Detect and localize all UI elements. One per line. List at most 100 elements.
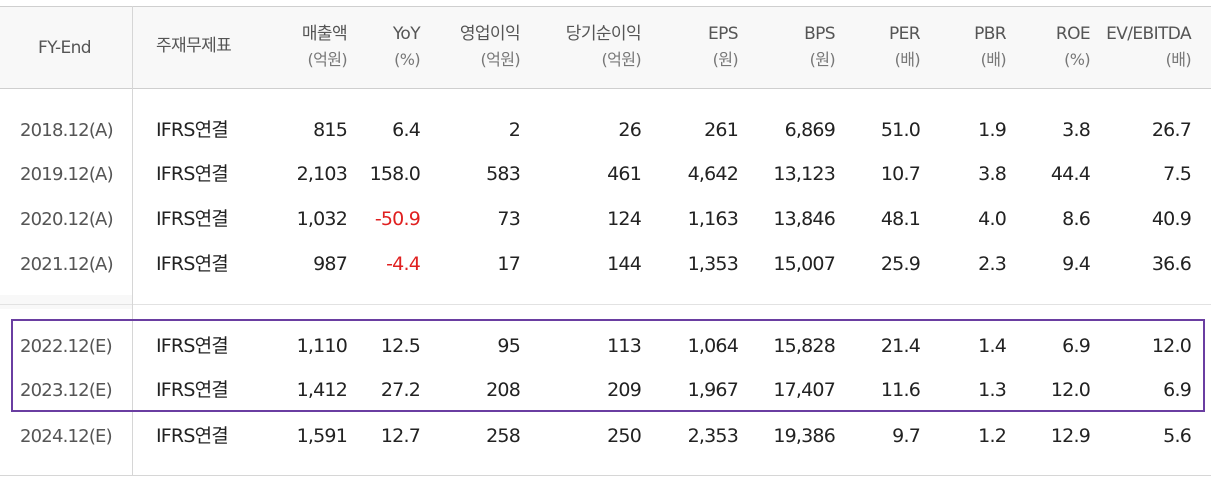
header-roe: ROE (%) — [1055, 21, 1091, 73]
cell-pbr: 1.2 — [978, 425, 1007, 447]
header-unit: (억원) — [601, 50, 641, 69]
cell-revenue: 1,591 — [296, 425, 348, 447]
header-unit: (%) — [394, 50, 420, 69]
cell-fy: 2024.12(E) — [20, 426, 113, 447]
header-unit: (배) — [1165, 50, 1192, 69]
header-per: PER (배) — [889, 21, 921, 73]
header-label: 매출액 — [301, 24, 348, 44]
cell-bps: 13,123 — [773, 163, 835, 185]
table-row: 2024.12(E) IFRS연결 1,591 12.7 258 250 2,353 19,3… — [0, 414, 1211, 459]
cell-ev-ebitda: 7.5 — [1163, 163, 1192, 185]
cell-yoy: 6.4 — [392, 119, 421, 141]
header-net-income: 당기순이익 (억원) — [565, 21, 642, 73]
cell-roe: 9.4 — [1062, 253, 1091, 275]
header-unit: (%) — [1064, 50, 1090, 69]
cell-revenue: 1,110 — [296, 335, 348, 357]
cell-pbr: 1.4 — [978, 335, 1007, 357]
header-unit: (원) — [809, 50, 836, 69]
cell-per: 51.0 — [880, 119, 921, 141]
cell-ev-ebitda: 26.7 — [1151, 119, 1192, 141]
cell-ev-ebitda: 12.0 — [1151, 335, 1192, 357]
cell-per: 11.6 — [880, 379, 921, 401]
header-pbr: PBR (배) — [974, 21, 1007, 73]
cell-per: 10.7 — [880, 163, 921, 185]
header-label: EV/EBITDA — [1106, 24, 1192, 44]
cell-roe: 44.4 — [1050, 163, 1091, 185]
cell-basis: IFRS연결 — [156, 425, 229, 447]
cell-bps: 13,846 — [773, 208, 835, 230]
cell-revenue: 987 — [313, 253, 348, 275]
cell-roe: 12.9 — [1050, 425, 1091, 447]
cell-ev-ebitda: 6.9 — [1163, 379, 1192, 401]
cell-op-income: 583 — [486, 163, 521, 185]
cell-net-income: 144 — [607, 253, 642, 275]
cell-pbr: 2.3 — [978, 253, 1007, 275]
cell-fy: 2020.12(A) — [20, 209, 114, 230]
cell-pbr: 4.0 — [978, 208, 1007, 230]
cell-per: 48.1 — [880, 208, 921, 230]
cell-pbr: 3.8 — [978, 163, 1007, 185]
cell-op-income: 73 — [497, 208, 520, 230]
cell-yoy: -4.4 — [386, 253, 421, 275]
header-label: 영업이익 — [459, 24, 521, 44]
cell-op-income: 258 — [486, 425, 521, 447]
cell-pbr: 1.9 — [978, 119, 1007, 141]
cell-eps: 1,967 — [687, 379, 739, 401]
table-row: 2023.12(E) IFRS연결 1,412 27.2 208 209 1,967 17,4… — [0, 368, 1211, 413]
cell-net-income: 209 — [607, 379, 642, 401]
cell-bps: 6,869 — [784, 119, 836, 141]
cell-basis: IFRS연결 — [156, 335, 229, 357]
cell-eps: 1,064 — [687, 335, 739, 357]
cell-roe: 3.8 — [1062, 119, 1091, 141]
table-row: 2021.12(A) IFRS연결 987 -4.4 17 144 1,353 15,007 2… — [0, 242, 1211, 287]
cell-per: 25.9 — [880, 253, 921, 275]
cell-yoy: 27.2 — [380, 379, 421, 401]
table-row: 2018.12(A) IFRS연결 815 6.4 2 26 261 6,869 51.0 1.9… — [0, 108, 1211, 153]
header-label: YoY — [392, 24, 421, 44]
cell-yoy: 158.0 — [369, 163, 421, 185]
cell-basis: IFRS연결 — [156, 119, 229, 141]
table-header — [0, 6, 1211, 89]
cell-yoy: 12.5 — [380, 335, 421, 357]
cell-bps: 15,007 — [773, 253, 835, 275]
cell-roe: 6.9 — [1062, 335, 1091, 357]
cell-fy: 2022.12(E) — [20, 336, 113, 357]
cell-roe: 12.0 — [1050, 379, 1091, 401]
cell-revenue: 815 — [313, 119, 348, 141]
cell-eps: 1,353 — [687, 253, 739, 275]
cell-roe: 8.6 — [1062, 208, 1091, 230]
table-row: 2020.12(A) IFRS연결 1,032 -50.9 73 124 1,163 13,8… — [0, 197, 1211, 242]
cell-op-income: 95 — [497, 335, 520, 357]
cell-yoy: -50.9 — [374, 208, 421, 230]
table-row: 2019.12(A) IFRS연결 2,103 158.0 583 461 4,642 13,… — [0, 152, 1211, 197]
header-unit: (억원) — [480, 50, 520, 69]
header-bps: BPS (원) — [804, 21, 836, 73]
header-yoy: YoY (%) — [392, 21, 421, 73]
cell-bps: 15,828 — [773, 335, 835, 357]
column-divider — [132, 6, 133, 89]
cell-ev-ebitda: 40.9 — [1151, 208, 1192, 230]
cell-revenue: 1,412 — [296, 379, 348, 401]
header-label: PBR — [974, 24, 1007, 44]
group-divider — [0, 304, 1211, 305]
cell-eps: 261 — [704, 119, 739, 141]
cell-bps: 17,407 — [773, 379, 835, 401]
cell-net-income: 124 — [607, 208, 642, 230]
header-label: ROE — [1055, 24, 1091, 44]
cell-op-income: 208 — [486, 379, 521, 401]
header-ev-ebitda: EV/EBITDA (배) — [1106, 21, 1192, 73]
cell-basis: IFRS연결 — [156, 208, 229, 230]
cell-yoy: 12.7 — [380, 425, 421, 447]
header-label: 당기순이익 — [565, 24, 642, 44]
cell-fy: 2019.12(A) — [20, 164, 114, 185]
cell-eps: 4,642 — [687, 163, 739, 185]
cell-bps: 19,386 — [773, 425, 835, 447]
cell-op-income: 17 — [497, 253, 520, 275]
cell-net-income: 26 — [618, 119, 641, 141]
header-unit: (배) — [894, 50, 921, 69]
cell-eps: 1,163 — [687, 208, 739, 230]
cell-fy: 2021.12(A) — [20, 254, 114, 275]
cell-fy: 2018.12(A) — [20, 120, 114, 141]
cell-fy: 2023.12(E) — [20, 380, 113, 401]
